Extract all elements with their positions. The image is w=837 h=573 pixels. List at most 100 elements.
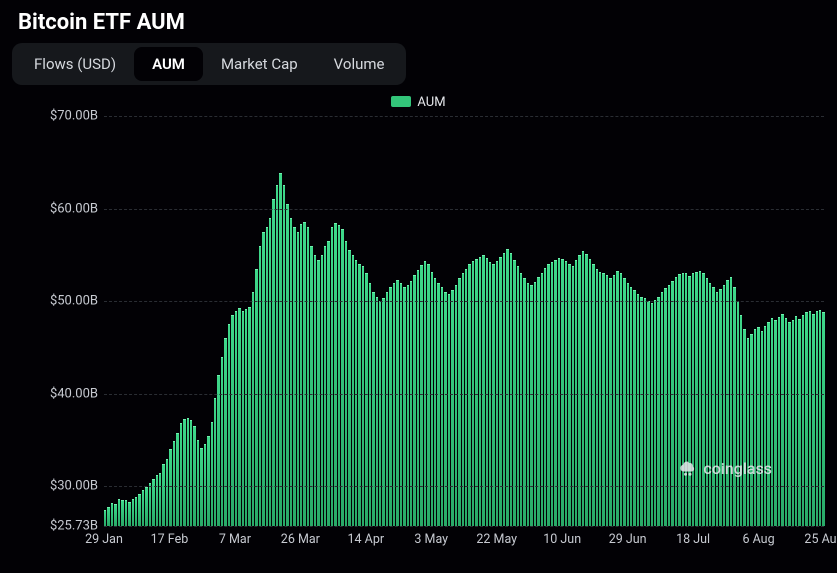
bar — [795, 316, 797, 526]
bar — [228, 324, 230, 526]
bar — [365, 273, 367, 526]
bar — [616, 271, 618, 526]
bar — [207, 436, 209, 526]
bar — [441, 287, 443, 526]
bar — [235, 311, 237, 527]
bar — [523, 278, 525, 526]
bar — [269, 218, 271, 526]
bar — [510, 253, 512, 526]
bar — [434, 278, 436, 526]
bar — [176, 433, 178, 526]
bar — [602, 273, 604, 526]
y-axis-label: $50.00B — [10, 294, 98, 309]
bar — [520, 273, 522, 526]
bar — [657, 297, 659, 526]
bar — [788, 322, 790, 526]
bar — [214, 398, 216, 526]
bar — [678, 274, 680, 526]
bar — [627, 283, 629, 526]
bar — [675, 277, 677, 526]
x-axis-label: 18 Jul — [676, 532, 710, 547]
legend-label: AUM — [417, 95, 445, 110]
bar — [345, 241, 347, 526]
bar — [805, 312, 807, 526]
bar — [506, 249, 508, 526]
bar — [462, 273, 464, 526]
bar — [187, 418, 189, 526]
bar — [819, 310, 821, 526]
bar — [118, 499, 120, 526]
bar — [369, 283, 371, 526]
bar — [290, 218, 292, 526]
bar — [754, 329, 756, 526]
bar — [156, 475, 158, 526]
bar — [413, 275, 415, 526]
tab-market-cap[interactable]: Market Cap — [203, 47, 316, 81]
bar — [743, 329, 745, 526]
x-axis-label: 10 Jun — [543, 532, 581, 547]
bar — [197, 440, 199, 526]
tab-aum[interactable]: AUM — [134, 47, 203, 81]
bar — [620, 273, 622, 526]
bar — [702, 273, 704, 526]
bar — [792, 320, 794, 526]
y-axis-label: $60.00B — [10, 201, 98, 216]
bar — [238, 308, 240, 526]
gridline — [104, 394, 824, 395]
bar — [761, 331, 763, 526]
bar — [303, 222, 305, 526]
bar — [785, 318, 787, 526]
bar — [585, 254, 587, 526]
bar — [668, 285, 670, 526]
bar — [272, 199, 274, 526]
bar — [778, 317, 780, 526]
gridline — [104, 301, 824, 302]
x-axis-label: 29 Jun — [609, 532, 647, 547]
bar — [314, 255, 316, 526]
bar — [455, 285, 457, 526]
x-axis-label: 7 Mar — [219, 532, 251, 547]
bar — [781, 314, 783, 526]
bar — [685, 273, 687, 526]
bar — [193, 426, 195, 526]
bar — [276, 185, 278, 526]
y-axis-label: $40.00B — [10, 386, 98, 401]
x-axis-label: 29 Jan — [85, 532, 123, 547]
bar — [816, 311, 818, 526]
bar — [695, 272, 697, 526]
bar — [307, 227, 309, 526]
plot-area — [104, 116, 824, 526]
bar — [730, 277, 732, 526]
bar — [396, 280, 398, 526]
bar — [379, 301, 381, 526]
gridline — [104, 209, 824, 210]
bar — [217, 375, 219, 526]
tab-volume[interactable]: Volume — [316, 47, 403, 81]
x-axis-label: 6 Aug — [742, 532, 774, 547]
bar — [111, 503, 113, 526]
bar — [809, 311, 811, 527]
x-axis-label: 17 Feb — [151, 532, 189, 547]
bar — [224, 338, 226, 526]
bar — [372, 292, 374, 526]
bar — [293, 227, 295, 526]
bar — [437, 283, 439, 526]
bar — [664, 288, 666, 526]
bar — [407, 285, 409, 526]
bar — [682, 273, 684, 526]
bar — [393, 283, 395, 526]
bar — [204, 444, 206, 526]
bar — [348, 250, 350, 526]
bar — [606, 275, 608, 526]
bar — [644, 298, 646, 526]
bar — [135, 497, 137, 526]
x-axis-label: 26 Mar — [281, 532, 320, 547]
bar — [578, 255, 580, 526]
bar — [121, 500, 123, 526]
bar — [162, 464, 164, 526]
bar — [382, 298, 384, 526]
bar — [757, 327, 759, 526]
tab-flows-usd[interactable]: Flows (USD) — [16, 47, 134, 81]
bar — [324, 246, 326, 526]
bar — [248, 307, 250, 526]
